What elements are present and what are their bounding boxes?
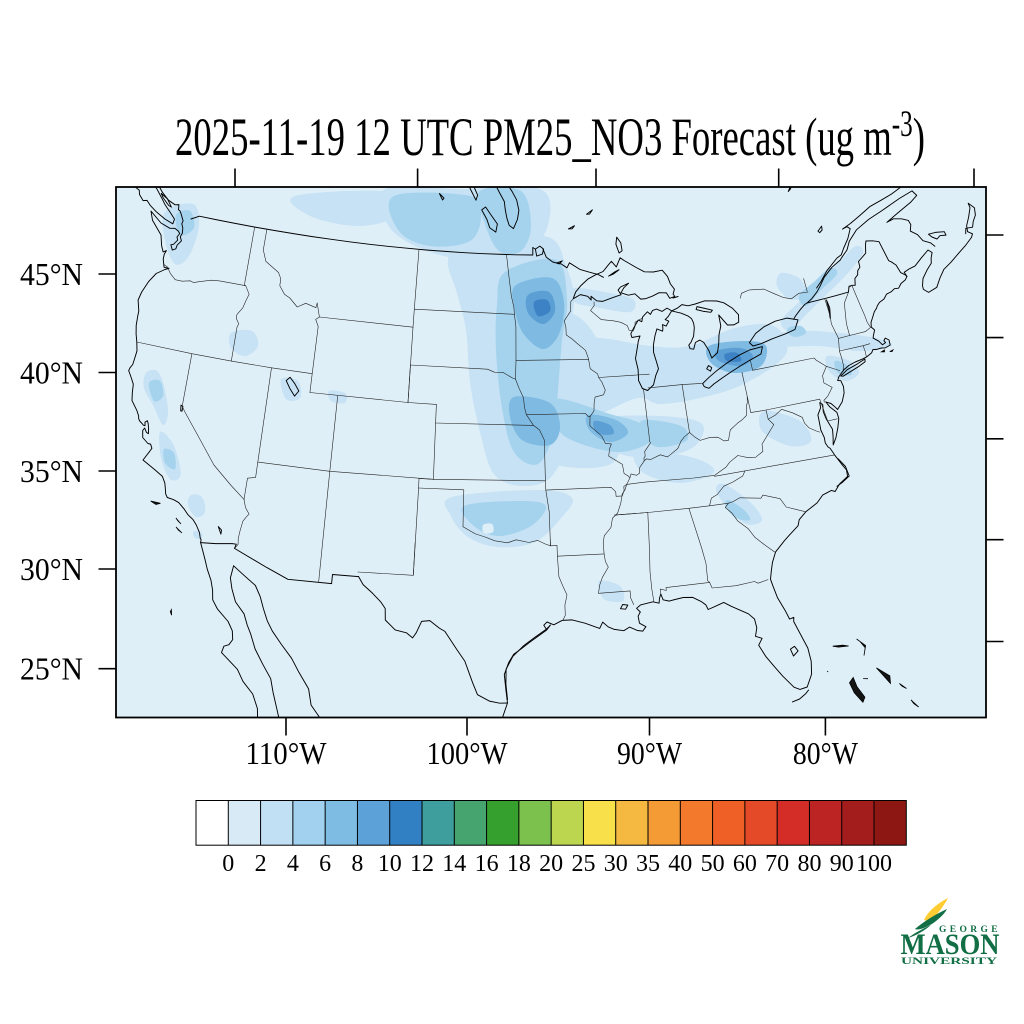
svg-text:12: 12 <box>410 851 434 877</box>
svg-text:18: 18 <box>507 851 531 877</box>
svg-text:90°W: 90°W <box>617 735 683 771</box>
svg-text:6: 6 <box>319 851 331 877</box>
svg-text:10: 10 <box>378 851 402 877</box>
svg-text:100°W: 100°W <box>427 735 509 771</box>
svg-text:60: 60 <box>733 851 757 877</box>
svg-text:80: 80 <box>797 851 821 877</box>
svg-text:40: 40 <box>668 851 692 877</box>
svg-text:20: 20 <box>539 851 563 877</box>
svg-text:0: 0 <box>222 851 234 877</box>
svg-text:16: 16 <box>475 851 499 877</box>
svg-text:30: 30 <box>604 851 628 877</box>
svg-text:GEORGE: GEORGE <box>939 925 1001 935</box>
svg-text:2025-11-19 12 UTC PM25_NO3 For: 2025-11-19 12 UTC PM25_NO3 Forecast (ug … <box>175 104 925 167</box>
svg-text:35: 35 <box>636 851 660 877</box>
svg-text:14: 14 <box>442 851 466 877</box>
svg-text:90: 90 <box>830 851 854 877</box>
svg-text:40°N: 40°N <box>20 355 83 391</box>
svg-text:35°N: 35°N <box>20 453 83 489</box>
svg-text:110°W: 110°W <box>246 735 328 771</box>
svg-text:30°N: 30°N <box>20 551 83 587</box>
svg-text:70: 70 <box>765 851 789 877</box>
svg-text:MASON: MASON <box>901 928 1000 961</box>
svg-text:8: 8 <box>351 851 363 877</box>
svg-text:2: 2 <box>255 851 267 877</box>
svg-text:UNIVERSITY: UNIVERSITY <box>901 956 998 966</box>
svg-text:45°N: 45°N <box>20 256 83 292</box>
svg-text:50: 50 <box>701 851 725 877</box>
svg-text:80°W: 80°W <box>793 735 859 771</box>
svg-text:25: 25 <box>571 851 595 877</box>
svg-text:25°N: 25°N <box>20 651 83 687</box>
svg-text:4: 4 <box>287 851 299 877</box>
svg-text:100: 100 <box>856 851 892 877</box>
